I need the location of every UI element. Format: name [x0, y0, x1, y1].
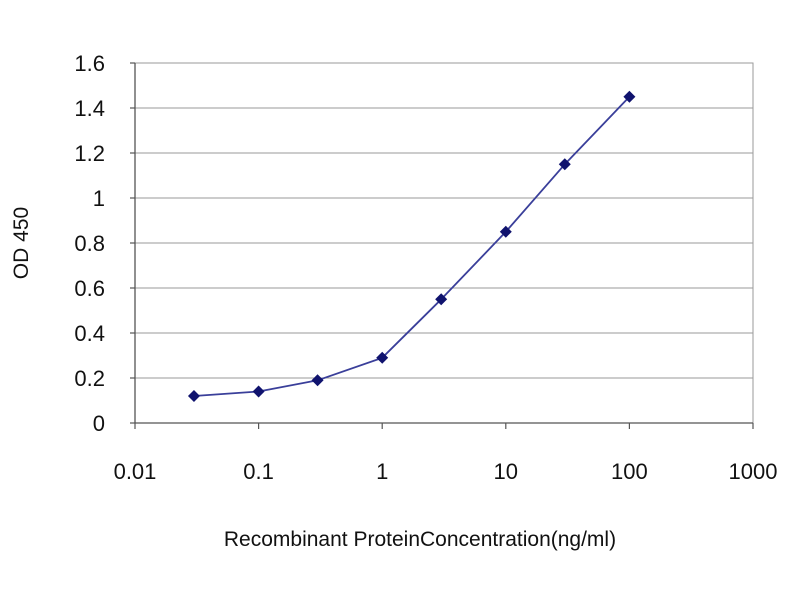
- x-axis-title: Recombinant ProteinConcentration(ng/ml): [224, 528, 616, 551]
- y-tick-label-6: 1.2: [74, 141, 105, 166]
- y-tick-label-8: 1.6: [74, 51, 105, 76]
- series-layer: [187, 90, 636, 402]
- data-point-1: [252, 385, 265, 398]
- data-point-3: [376, 351, 389, 364]
- x-tick-label-5: 1000: [729, 459, 778, 484]
- y-tick-label-7: 1.4: [74, 96, 105, 121]
- x-tick-label-4: 100: [611, 459, 648, 484]
- axes: [130, 62, 754, 429]
- data-point-2: [311, 374, 324, 387]
- x-tick-labels: 0.01 0.1 1 10 100 1000: [114, 459, 778, 484]
- x-tick-label-2: 1: [376, 459, 388, 484]
- x-tick-label-1: 0.1: [243, 459, 274, 484]
- series-line-0: [193, 96, 631, 397]
- plot-area: [134, 62, 754, 424]
- data-point-0: [187, 390, 200, 402]
- y-tick-label-4: 0.8: [74, 231, 105, 256]
- data-point-4: [435, 293, 448, 306]
- data-point-5: [499, 225, 512, 238]
- x-tick-label-0: 0.01: [114, 459, 157, 484]
- y-tick-label-5: 1: [93, 186, 105, 211]
- y-tick-label-1: 0.2: [74, 366, 105, 391]
- y-tick-label-2: 0.4: [74, 321, 105, 346]
- data-point-7: [623, 90, 636, 103]
- y-tick-label-0: 0: [93, 411, 105, 436]
- y-tick-labels: 0 0.2 0.4 0.6 0.8 1 1.2 1.4 1.6: [74, 51, 105, 436]
- x-tick-label-3: 10: [494, 459, 518, 484]
- data-point-6: [558, 158, 571, 171]
- y-axis-title: OD 450: [10, 207, 33, 279]
- y-tick-label-3: 0.6: [74, 276, 105, 301]
